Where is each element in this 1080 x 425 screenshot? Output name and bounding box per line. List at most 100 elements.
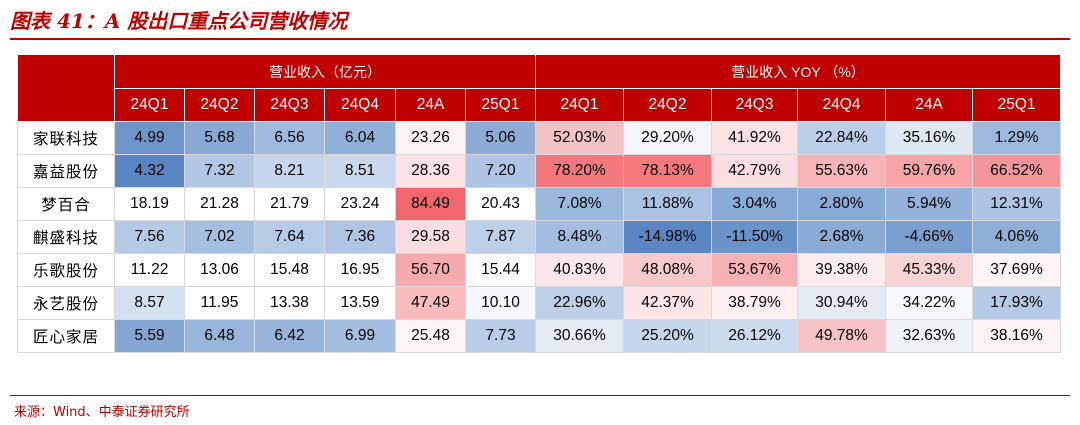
revenue-value-cell: 18.19	[114, 187, 185, 221]
revenue-value-cell: 5.68	[184, 121, 255, 155]
company-name-cell: 嘉益股份	[17, 154, 115, 188]
yoy-value-cell: 29.20%	[623, 121, 713, 155]
yoy-value-cell: -14.98%	[623, 220, 713, 254]
revenue-group-header: 营业收入（亿元）	[113, 54, 537, 89]
revenue-value-cell: 7.56	[114, 220, 185, 254]
yoy-value-cell: 3.04%	[711, 187, 799, 221]
revenue-value-cell: 15.44	[464, 253, 537, 287]
period-header: 24Q1	[114, 88, 185, 122]
company-name-cell: 麒盛科技	[17, 220, 115, 254]
yoy-value-cell: -11.50%	[711, 220, 799, 254]
yoy-value-cell: 53.67%	[711, 253, 799, 287]
yoy-value-cell: -4.66%	[885, 220, 974, 254]
revenue-value-cell: 16.95	[324, 253, 396, 287]
revenue-table: 营业收入（亿元） 营业收入 YOY （%） 24Q1 24Q2 24Q3 24Q4 24…	[17, 54, 1062, 353]
period-header: 24Q1	[535, 88, 625, 122]
yoy-value-cell: 38.16%	[972, 319, 1062, 353]
yoy-value-cell: 2.80%	[797, 187, 887, 221]
revenue-value-cell: 8.21	[254, 154, 325, 188]
revenue-value-cell: 15.48	[254, 253, 325, 287]
company-name-cell: 梦百合	[17, 187, 115, 221]
yoy-value-cell: 22.96%	[535, 286, 625, 320]
yoy-value-cell: 45.33%	[885, 253, 974, 287]
yoy-group-header: 营业收入 YOY （%）	[535, 54, 1062, 89]
revenue-value-cell: 84.49	[395, 187, 466, 221]
corner-header-cell	[17, 54, 115, 122]
revenue-value-cell: 6.48	[184, 319, 255, 353]
table-row: 匠心家居 5.59 6.48 6.42 6.99 25.48 7.73 30.66% 25.20…	[17, 319, 1062, 353]
yoy-value-cell: 52.03%	[535, 121, 625, 155]
revenue-value-cell: 5.06	[464, 121, 537, 155]
table-row: 家联科技 4.99 5.68 6.56 6.04 23.26 5.06 52.03% 29.20…	[17, 121, 1062, 155]
revenue-value-cell: 7.64	[254, 220, 325, 254]
yoy-value-cell: 7.08%	[535, 187, 625, 221]
revenue-value-cell: 4.99	[114, 121, 185, 155]
revenue-value-cell: 25.48	[395, 319, 466, 353]
revenue-value-cell: 6.04	[324, 121, 396, 155]
revenue-value-cell: 6.42	[254, 319, 325, 353]
period-header: 24A	[885, 88, 974, 122]
company-name-cell: 永艺股份	[17, 286, 115, 320]
title-divider	[10, 38, 1070, 40]
period-header: 25Q1	[464, 88, 537, 122]
revenue-value-cell: 5.59	[114, 319, 185, 353]
yoy-value-cell: 22.84%	[797, 121, 887, 155]
yoy-value-cell: 40.83%	[535, 253, 625, 287]
yoy-value-cell: 8.48%	[535, 220, 625, 254]
revenue-value-cell: 11.95	[184, 286, 255, 320]
revenue-value-cell: 6.56	[254, 121, 325, 155]
company-name-cell: 匠心家居	[17, 319, 115, 353]
revenue-value-cell: 7.73	[464, 319, 537, 353]
period-header: 24Q3	[711, 88, 799, 122]
revenue-value-cell: 29.58	[395, 220, 466, 254]
yoy-value-cell: 35.16%	[885, 121, 974, 155]
period-header: 25Q1	[972, 88, 1062, 122]
yoy-value-cell: 5.94%	[885, 187, 974, 221]
revenue-value-cell: 23.24	[324, 187, 396, 221]
source-note: 来源：Wind、中泰证券研究所	[14, 405, 190, 420]
revenue-value-cell: 20.43	[464, 187, 537, 221]
yoy-value-cell: 12.31%	[972, 187, 1062, 221]
revenue-value-cell: 13.59	[324, 286, 396, 320]
revenue-value-cell: 7.87	[464, 220, 537, 254]
period-header: 24A	[395, 88, 466, 122]
revenue-value-cell: 4.32	[114, 154, 185, 188]
yoy-value-cell: 26.12%	[711, 319, 799, 353]
table-row: 乐歌股份 11.22 13.06 15.48 16.95 56.70 15.44 40.83%…	[17, 253, 1062, 287]
revenue-value-cell: 8.57	[114, 286, 185, 320]
revenue-value-cell: 56.70	[395, 253, 466, 287]
footer-divider	[10, 395, 1070, 396]
yoy-value-cell: 11.88%	[623, 187, 713, 221]
revenue-value-cell: 47.49	[395, 286, 466, 320]
period-header: 24Q2	[184, 88, 255, 122]
revenue-value-cell: 7.36	[324, 220, 396, 254]
revenue-value-cell: 10.10	[464, 286, 537, 320]
table-row: 嘉益股份 4.32 7.32 8.21 8.51 28.36 7.20 78.20% 78.13…	[17, 154, 1062, 188]
yoy-value-cell: 30.94%	[797, 286, 887, 320]
revenue-value-cell: 28.36	[395, 154, 466, 188]
yoy-value-cell: 78.13%	[623, 154, 713, 188]
period-header: 24Q4	[797, 88, 887, 122]
yoy-value-cell: 42.37%	[623, 286, 713, 320]
yoy-value-cell: 49.78%	[797, 319, 887, 353]
yoy-value-cell: 4.06%	[972, 220, 1062, 254]
yoy-value-cell: 25.20%	[623, 319, 713, 353]
yoy-value-cell: 38.79%	[711, 286, 799, 320]
period-header: 24Q2	[623, 88, 713, 122]
revenue-value-cell: 7.20	[464, 154, 537, 188]
revenue-value-cell: 7.02	[184, 220, 255, 254]
revenue-value-cell: 21.79	[254, 187, 325, 221]
revenue-value-cell: 7.32	[184, 154, 255, 188]
revenue-value-cell: 13.38	[254, 286, 325, 320]
period-header: 24Q4	[324, 88, 396, 122]
period-header: 24Q3	[254, 88, 325, 122]
yoy-value-cell: 55.63%	[797, 154, 887, 188]
yoy-value-cell: 17.93%	[972, 286, 1062, 320]
yoy-value-cell: 48.08%	[623, 253, 713, 287]
chart-title: 图表 41：A 股出口重点公司营收情况	[10, 9, 348, 33]
revenue-value-cell: 11.22	[114, 253, 185, 287]
company-name-cell: 家联科技	[17, 121, 115, 155]
table-row: 永艺股份 8.57 11.95 13.38 13.59 47.49 10.10 22.96% 4…	[17, 286, 1062, 320]
yoy-value-cell: 39.38%	[797, 253, 887, 287]
revenue-value-cell: 13.06	[184, 253, 255, 287]
